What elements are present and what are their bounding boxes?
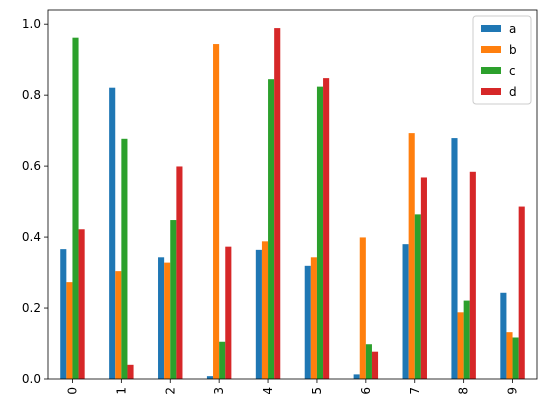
y-tick-label: 0.0 <box>22 372 41 386</box>
legend-label-a: a <box>509 22 516 36</box>
bar-d-8 <box>469 171 476 379</box>
x-tick-label: 7 <box>408 387 422 395</box>
legend-label-d: d <box>509 85 517 99</box>
y-tick-label: 0.2 <box>22 301 41 315</box>
x-tick-label: 0 <box>65 387 79 395</box>
bar-b-9 <box>506 332 513 379</box>
bar-a-6 <box>353 374 360 379</box>
bar-a-7 <box>402 244 409 379</box>
x-tick-label: 5 <box>310 387 324 395</box>
bar-c-2 <box>170 220 177 379</box>
bar-a-9 <box>500 292 507 379</box>
legend-swatch-b <box>481 46 501 53</box>
bar-b-3 <box>213 44 220 380</box>
legend-box <box>472 15 532 105</box>
bar-a-3 <box>206 376 214 379</box>
bar-a-4 <box>255 249 262 379</box>
bar-d-4 <box>274 28 281 379</box>
x-tick-label: 9 <box>506 387 520 395</box>
bar-b-5 <box>310 257 317 379</box>
bar-b-7 <box>408 133 415 379</box>
legend-label-b: b <box>509 43 517 57</box>
bar-c-5 <box>316 86 324 379</box>
x-tick-label: 8 <box>457 387 471 395</box>
plot-frame <box>47 9 538 380</box>
y-tick-label: 0.6 <box>22 159 41 173</box>
bar-d-7 <box>420 177 427 379</box>
bar-d-5 <box>323 78 330 380</box>
bar-b-1 <box>115 271 122 379</box>
y-axis-ticks: 0.0 0.2 0.4 0.6 0.8 1.0 <box>22 17 48 386</box>
y-tick-label: 1.0 <box>22 17 41 31</box>
bar-a-0 <box>60 249 67 379</box>
y-tick-label: 0.4 <box>22 230 41 244</box>
legend-swatch-c <box>481 67 501 74</box>
legend-label-c: c <box>509 64 516 78</box>
x-tick-label: 1 <box>114 387 128 395</box>
bar-a-8 <box>451 138 458 379</box>
bar-c-4 <box>268 79 275 379</box>
bar-c-6 <box>365 344 372 379</box>
bar-b-4 <box>261 241 269 379</box>
bar-c-0 <box>72 37 79 380</box>
x-tick-label: 2 <box>163 387 177 395</box>
y-tick-label: 0.8 <box>22 88 41 102</box>
bar-c-1 <box>121 138 128 379</box>
legend-swatch-a <box>481 25 501 32</box>
bar-d-6 <box>371 351 379 379</box>
x-tick-label: 6 <box>359 387 373 395</box>
bar-a-2 <box>158 257 165 379</box>
bar-b-0 <box>66 282 73 379</box>
x-tick-label: 3 <box>212 387 226 395</box>
legend-swatch-d <box>481 88 501 95</box>
bar-c-3 <box>219 341 226 379</box>
bar-b-2 <box>164 262 171 379</box>
bar-a-1 <box>109 87 116 379</box>
bar-d-3 <box>225 246 232 379</box>
x-tick-label: 4 <box>261 387 275 395</box>
bar-d-2 <box>176 166 183 379</box>
bar-b-8 <box>457 312 464 379</box>
bar-d-0 <box>78 229 85 379</box>
bar-c-8 <box>463 300 470 379</box>
x-axis-ticks: 0 1 2 3 4 5 6 7 8 9 <box>65 379 520 395</box>
bar-a-5 <box>304 265 311 379</box>
bar-b-6 <box>359 237 366 379</box>
bar-d-9 <box>518 206 525 379</box>
bar-d-1 <box>127 364 134 379</box>
bars-group <box>60 28 525 380</box>
bar-c-9 <box>512 337 519 379</box>
bar-c-7 <box>414 214 421 379</box>
